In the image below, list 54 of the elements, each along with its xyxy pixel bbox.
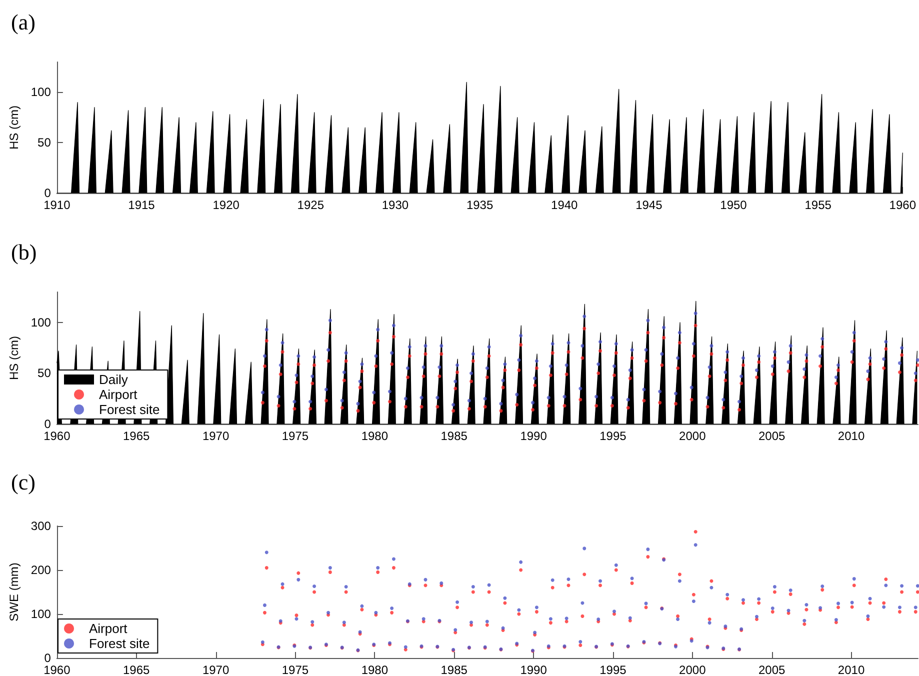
- x-tick-label: 1970: [202, 429, 230, 443]
- x-tick-label: 1930: [382, 198, 409, 212]
- x-tick-label: 1920: [212, 198, 240, 212]
- y-tick-label: 50: [38, 366, 52, 380]
- x-tick-label: 2010: [838, 663, 865, 676]
- y-axis-title: HS (cm): [7, 336, 21, 380]
- x-tick-label: 2005: [758, 429, 786, 443]
- x-tick-label: 1955: [804, 198, 832, 212]
- x-tick-label: 1980: [361, 429, 388, 443]
- x-tick-label: 1995: [600, 429, 627, 443]
- y-tick-label: 100: [30, 315, 52, 330]
- x-tick-label: 1970: [202, 663, 230, 676]
- y-tick-label: 0: [44, 651, 52, 665]
- x-tick-label: 1945: [636, 198, 663, 212]
- x-tick-label: 1975: [282, 429, 309, 443]
- x-tick-label: 1960: [889, 198, 916, 212]
- x-tick-label: 2000: [679, 663, 706, 676]
- x-tick-label: 2010: [838, 429, 865, 443]
- y-tick-label: 0: [44, 417, 52, 431]
- legend-label: Airport: [99, 387, 138, 402]
- y-tick-label: 100: [30, 607, 52, 621]
- series-label: Daily: [99, 372, 128, 387]
- legend-label: Forest site: [99, 402, 160, 417]
- legend-label: Airport: [89, 621, 128, 636]
- x-tick-label: 2000: [679, 429, 706, 443]
- x-tick-label: 1910: [44, 198, 71, 212]
- chart-title: (b): [11, 240, 37, 264]
- y-tick-label: 0: [44, 186, 52, 200]
- chart-title: (c): [11, 470, 36, 494]
- chart-title: (a): [11, 10, 36, 34]
- x-tick-label: 1990: [520, 429, 548, 443]
- x-tick-label: 1965: [123, 429, 150, 443]
- x-tick-label: 1925: [297, 198, 324, 212]
- y-tick-label: 50: [38, 136, 52, 150]
- x-tick-label: 1935: [466, 198, 494, 212]
- y-tick-label: 200: [30, 563, 52, 577]
- legend-label: Forest site: [89, 636, 150, 651]
- x-tick-label: 1985: [440, 429, 468, 443]
- y-axis-title: SWE (mm): [7, 562, 21, 622]
- x-tick-label: 1985: [440, 663, 468, 676]
- x-tick-label: 1950: [720, 198, 748, 212]
- x-tick-label: 1975: [282, 663, 309, 676]
- x-tick-label: 2005: [758, 663, 786, 676]
- x-tick-label: 1965: [123, 663, 150, 676]
- y-tick-label: 100: [30, 85, 52, 100]
- x-tick-label: 1960: [44, 663, 71, 676]
- x-tick-label: 1980: [361, 663, 388, 676]
- x-tick-label: 1960: [44, 429, 71, 443]
- x-tick-label: 1940: [551, 198, 578, 212]
- x-tick-label: 1915: [128, 198, 156, 212]
- x-tick-label: 1990: [520, 663, 548, 676]
- x-tick-label: 1995: [600, 663, 627, 676]
- y-tick-label: 300: [30, 519, 52, 533]
- y-axis-title: HS (cm): [7, 106, 21, 150]
